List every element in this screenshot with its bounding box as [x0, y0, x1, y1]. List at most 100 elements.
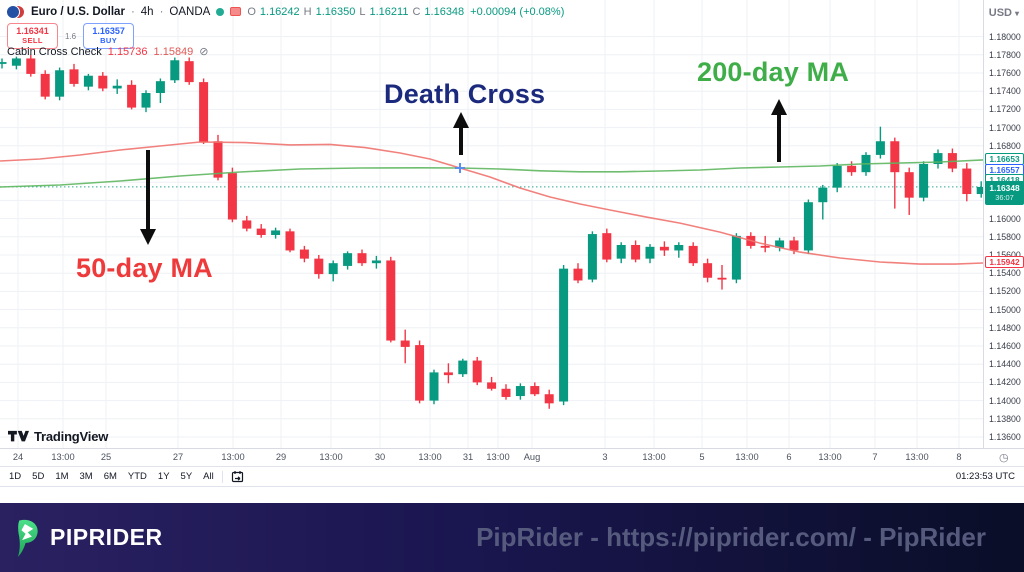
price-axis[interactable]: 1.18000 1.17800 1.17600 1.17400 1.17200 1.170…	[983, 0, 1024, 448]
candle-body	[472, 360, 482, 383]
candle-body	[0, 62, 7, 64]
ma200-annotation: 200-day MA	[697, 57, 850, 87]
symbol-header: Euro / U.S. Dollar · 4h · OANDA O 1.16242…	[6, 4, 564, 19]
candle-body	[314, 258, 324, 275]
candle-body	[659, 246, 669, 251]
candle-body	[112, 85, 122, 89]
price-axis-label: 1.14400	[989, 359, 1021, 370]
ohlc-readout: O 1.16242 H 1.16350 L 1.16211 C 1.16348	[247, 6, 464, 18]
candle-body	[271, 230, 281, 235]
price-axis-label: 1.17400	[989, 86, 1021, 97]
time-axis-label: 13:00	[319, 452, 343, 462]
price-axis-label: 1.17600	[989, 68, 1021, 78]
candle-body	[26, 58, 36, 74]
candle-body	[573, 268, 583, 281]
indicator-value-1: 1.15736	[107, 45, 148, 58]
candle-body	[299, 249, 309, 259]
price-axis-label: 1.16800	[989, 140, 1021, 151]
candle-body	[616, 244, 626, 259]
currency-selector-label: USD	[988, 7, 1012, 19]
sell-price: 1.16341	[16, 26, 49, 36]
time-axis-settings-icon[interactable]: ◷	[999, 452, 1009, 464]
ma50-annotation: 50-day MA	[76, 253, 213, 283]
candle-body	[832, 165, 842, 188]
tradingview-logo-icon	[8, 430, 29, 442]
symbol-title[interactable]: Euro / U.S. Dollar	[31, 5, 125, 18]
range-button-ytd[interactable]: YTD	[127, 471, 147, 482]
range-button-5d[interactable]: 5D	[32, 471, 45, 482]
time-axis-label: 13:00	[642, 452, 666, 462]
interval-label[interactable]: 4h	[140, 5, 154, 18]
close-label: C	[412, 5, 421, 18]
high-value: 1.16350	[315, 5, 356, 18]
separator-dot: ·	[159, 5, 164, 18]
death-cross-arrow-icon	[453, 112, 469, 128]
candlesticks	[0, 54, 983, 409]
range-button-1d[interactable]: 1D	[9, 471, 22, 482]
spread-value: 1.6	[65, 31, 77, 41]
candle-body	[400, 340, 410, 347]
range-button-1y[interactable]: 1Y	[157, 471, 170, 482]
buy-button[interactable]: 1.16357 BUY	[83, 23, 135, 49]
price-axis-label: 1.15000	[989, 304, 1021, 315]
candle-body	[919, 164, 929, 198]
chart-pane[interactable]	[0, 0, 983, 448]
candle-body	[429, 372, 439, 401]
candle-body	[515, 386, 525, 397]
indicator-name: Cabin Cross Check	[7, 45, 102, 58]
time-axis[interactable]: ◷ 24 13:00 25 27 13:00 29 13:00 30 13:00 31 13:00 A…	[0, 448, 1024, 467]
currency-pair-icon[interactable]	[6, 4, 25, 19]
market-status-icon	[216, 7, 225, 16]
range-button-5y[interactable]: 5Y	[180, 471, 193, 482]
price-axis-label: 1.17200	[989, 104, 1021, 115]
time-axis-label: 13:00	[905, 452, 929, 462]
open-label: O	[247, 5, 256, 18]
exchange-label[interactable]: OANDA	[169, 5, 211, 18]
price-value-badge: 1.16348 36:07	[985, 181, 1024, 205]
sell-button[interactable]: 1.16341 SELL	[7, 23, 58, 49]
candle-body	[40, 73, 50, 97]
piprider-brand: PIPRIDER	[13, 518, 163, 558]
candle-body	[98, 75, 108, 89]
bottom-toolbar: 1D 5D 1M 3M 6M YTD 1Y 5Y All 01:23:53 UTC	[0, 466, 1024, 487]
candle-body	[386, 260, 396, 341]
indicator-value-2: 1.15849	[153, 45, 194, 58]
buy-price: 1.16357	[92, 26, 125, 36]
time-axis-label: 29	[275, 452, 287, 462]
low-label: L	[359, 5, 366, 18]
death-cross-annotation: Death Cross	[384, 79, 546, 109]
price-axis-label: 1.15400	[989, 268, 1021, 279]
time-axis-label: 30	[374, 452, 386, 462]
currency-selector[interactable]: USD ▾	[989, 7, 1019, 19]
open-value: 1.16242	[259, 5, 300, 18]
time-axis-label: 24	[12, 452, 24, 462]
candle-body	[559, 268, 569, 402]
range-button-6m[interactable]: 6M	[103, 471, 117, 482]
range-button-3m[interactable]: 3M	[79, 471, 93, 482]
time-axis-label: 7	[872, 452, 878, 462]
candle-body	[357, 253, 367, 264]
candle-body	[55, 70, 65, 97]
indicator-visibility-icon[interactable]: ⊘	[199, 46, 209, 58]
utc-clock[interactable]: 01:23:53 UTC	[955, 471, 1015, 482]
candle-body	[760, 245, 770, 248]
candle-body	[587, 234, 597, 280]
price-axis-label: 1.16000	[989, 213, 1021, 224]
tradingview-attribution[interactable]: TradingView	[8, 429, 108, 444]
price-axis-label: 1.17800	[989, 49, 1021, 60]
grid-lines	[0, 0, 983, 448]
go-to-date-icon[interactable]	[231, 470, 244, 483]
time-axis-label: 25	[100, 452, 112, 462]
candle-body	[184, 61, 194, 83]
candle-body	[803, 202, 813, 251]
range-button-1m[interactable]: 1M	[55, 471, 69, 482]
toolbar-divider	[221, 470, 223, 483]
time-axis-label: 13:00	[221, 452, 245, 462]
ma50-arrow-icon	[140, 229, 156, 245]
range-button-all[interactable]: All	[203, 471, 214, 482]
indicator-legend[interactable]: Cabin Cross Check 1.15736 1.15849 ⊘	[7, 45, 209, 59]
candle-body	[847, 165, 857, 173]
candle-body	[328, 263, 338, 275]
candle-body	[544, 394, 554, 404]
